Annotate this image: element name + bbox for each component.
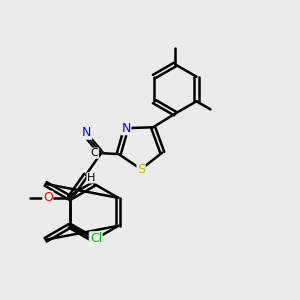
Text: Cl: Cl bbox=[90, 232, 102, 245]
Text: C: C bbox=[91, 148, 98, 158]
Text: H: H bbox=[87, 173, 95, 183]
Text: N: N bbox=[82, 126, 92, 139]
Text: N: N bbox=[122, 122, 131, 135]
Text: O: O bbox=[43, 191, 53, 204]
Text: N: N bbox=[89, 233, 99, 246]
Text: S: S bbox=[137, 163, 145, 176]
